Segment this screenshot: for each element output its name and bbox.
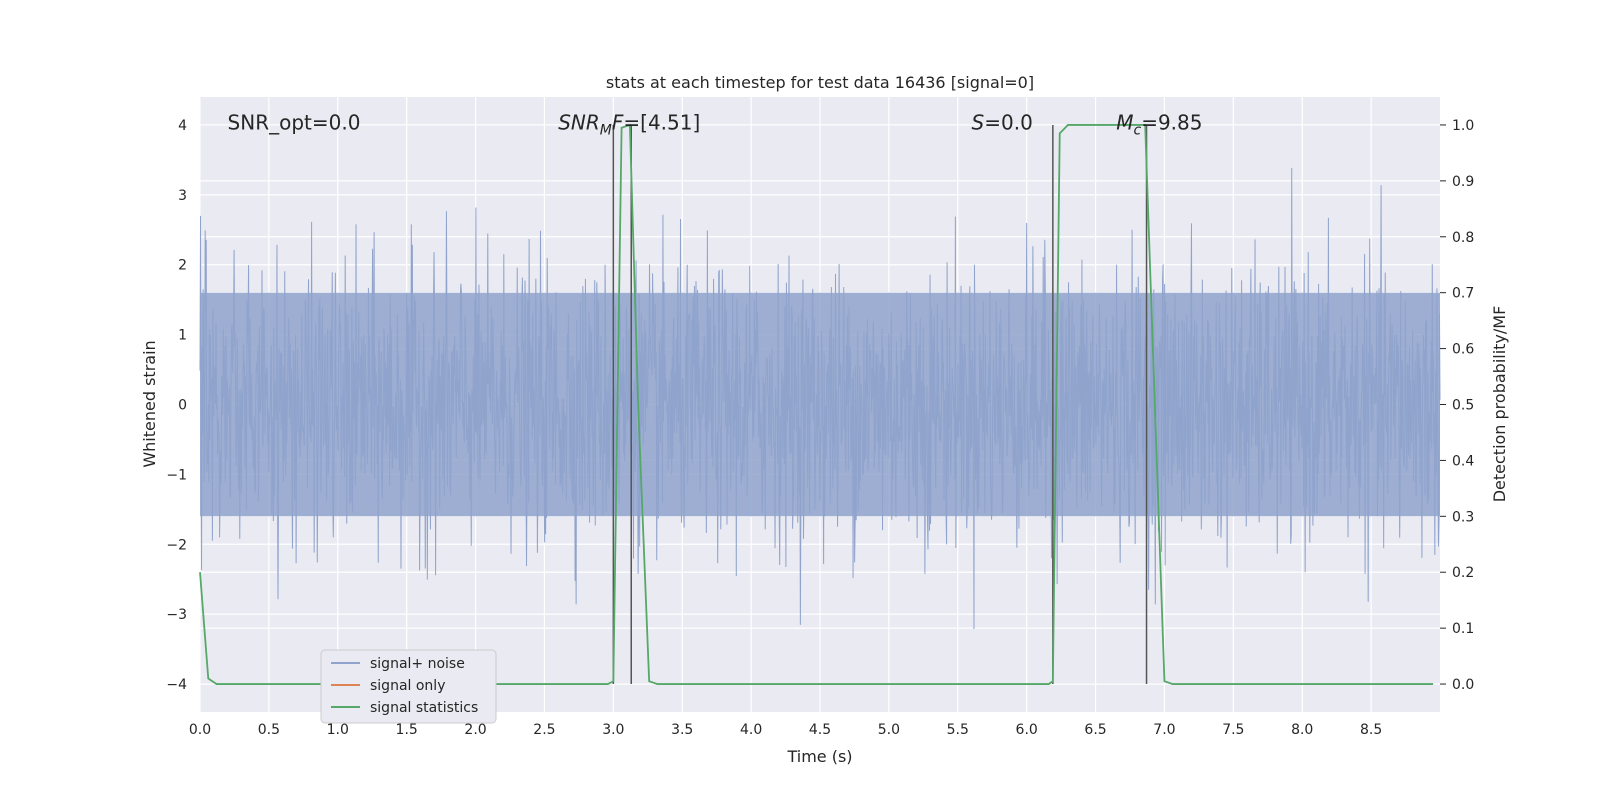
x-axis-label: Time (s)	[786, 747, 852, 766]
y-tick-label: 1	[178, 328, 187, 344]
y-tick-label: 2	[178, 258, 187, 274]
x-tick-label: 3.5	[671, 722, 693, 738]
y-tick-label: −2	[166, 537, 187, 553]
y2-tick-label: 1.0	[1452, 118, 1474, 134]
y-tick-label: −1	[166, 467, 187, 483]
y2-tick-label: 0.0	[1452, 677, 1474, 693]
noise-line	[199, 167, 1441, 630]
annotation-s-value: S=0.0	[972, 110, 1033, 134]
y-axis-ticks: −4 −3 −2 −1 0 1 2 3 4	[166, 118, 187, 693]
y2-tick-label: 0.3	[1452, 509, 1474, 525]
chart-title: stats at each timestep for test data 164…	[606, 73, 1034, 92]
series-signal-statistics	[199, 123, 1434, 685]
y2-tick-label: 0.4	[1452, 453, 1474, 469]
y2-tick-label: 0.6	[1452, 342, 1474, 358]
x-tick-label: 4.5	[809, 722, 831, 738]
y2-tick-label: 0.8	[1452, 230, 1474, 246]
y2-tick-label: 0.1	[1452, 621, 1474, 637]
annotation-snr-mf: SNRMF=[4.51]	[558, 110, 700, 138]
y-tick-label: 0	[178, 398, 187, 414]
x-tick-label: 4.0	[740, 722, 762, 738]
annotation-snr-opt: SNR_opt=0.0	[228, 110, 361, 134]
statistics-line	[199, 123, 1434, 685]
x-tick-label: 0.5	[258, 722, 280, 738]
legend-label: signal only	[370, 678, 445, 694]
x-tick-label: 7.0	[1153, 722, 1175, 738]
y2-tick-label: 0.2	[1452, 565, 1474, 581]
x-tick-label: 0.0	[189, 722, 211, 738]
legend-box	[320, 649, 497, 724]
y-tick-label: 3	[178, 188, 187, 204]
legend-label: signal statistics	[370, 700, 478, 716]
x-tick-label: 5.5	[947, 722, 969, 738]
y2-tick-label: 0.7	[1452, 286, 1474, 302]
x-tick-label: 1.5	[396, 722, 418, 738]
x-tick-label: 6.5	[1084, 722, 1106, 738]
x-tick-label: 8.0	[1291, 722, 1313, 738]
x-tick-label: 7.5	[1222, 722, 1244, 738]
y2-axis-label: Detection probability/MF	[1490, 306, 1509, 503]
x-tick-label: 8.5	[1360, 722, 1382, 738]
x-tick-label: 2.5	[533, 722, 555, 738]
x-tick-label: 3.0	[602, 722, 624, 738]
annotation-mc-value: Mc=9.85	[1116, 110, 1202, 138]
y-axis-label: Whitened strain	[140, 340, 159, 467]
x-tick-label: 5.0	[878, 722, 900, 738]
y-tick-label: 4	[178, 118, 187, 134]
y-tick-label: −3	[166, 607, 187, 623]
vertical-markers	[612, 124, 1148, 685]
y2-axis-ticks: 0.0 0.1 0.2 0.3 0.4 0.5 0.6 0.7 0.8 0.9 1.0	[1440, 118, 1474, 693]
x-axis-ticks: 0.0 0.5 1.0 1.5 2.0 2.5 3.0 3.5 4.0 4.5 5.0 5.5 6.0 6…	[189, 722, 1382, 738]
y2-tick-label: 0.5	[1452, 398, 1474, 414]
y2-tick-label: 0.9	[1452, 174, 1474, 190]
legend-label: signal+ noise	[370, 656, 465, 672]
legend: signal+ noise signal only signal statistic…	[320, 649, 497, 724]
x-tick-label: 1.0	[327, 722, 349, 738]
x-tick-label: 2.0	[464, 722, 486, 738]
x-tick-label: 6.0	[1016, 722, 1038, 738]
annotations: SNR_opt=0.0 SNRMF=[4.51] S=0.0 Mc=9.85	[228, 110, 1203, 138]
y-tick-label: −4	[166, 677, 187, 693]
series-signal-noise	[199, 167, 1441, 630]
